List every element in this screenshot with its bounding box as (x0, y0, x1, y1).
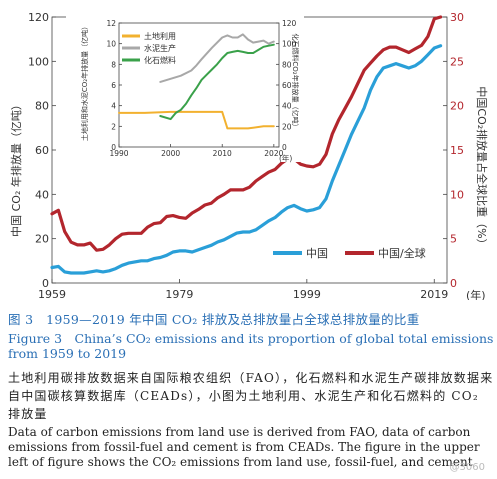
inset-x-tick-label: 1990 (109, 149, 128, 158)
left-axis-title: 中国 CO₂ 年排放量（亿吨） (9, 99, 23, 237)
left-tick-label: 100 (28, 55, 49, 68)
right-tick-label: 15 (450, 144, 464, 157)
inset-background (66, 12, 304, 162)
main-legend: 中国 中国/全球 (273, 246, 426, 260)
inset-right-tick-label: 20 (282, 122, 292, 131)
left-tick-label: 20 (35, 233, 49, 246)
figure-note-cn: 土地利用碳排放数据来自国际粮农组织（FAO），化石燃料和水泥生产碳排放数据来自中… (8, 371, 494, 421)
inset-right-tick-label: 40 (282, 102, 292, 111)
inset-left-tick-label: 0 (111, 143, 116, 152)
inset-series-line-2 (159, 43, 275, 121)
inset-legend-label-fossil: 化石燃料 (144, 55, 176, 65)
right-tick-label: 20 (450, 100, 464, 113)
series-line-0 (50, 44, 443, 275)
inset-series-group (118, 33, 275, 130)
right-axis-title: 中国CO₂排放量占全球比重（%） (475, 86, 489, 249)
left-tick-label: 80 (35, 100, 49, 113)
inset-left-tick-label: 4 (111, 102, 116, 111)
inset-x-tick-label: 2020 (264, 149, 283, 158)
inset-right-tick-label: 60 (282, 81, 292, 90)
legend-label-china: 中国 (306, 247, 328, 260)
inset-left-tick-label: 10 (106, 40, 116, 49)
x-tick-label: 2019 (420, 288, 448, 300)
inset-left-tick-label: 2 (111, 122, 116, 131)
inset-left-tick-label: 6 (111, 81, 116, 90)
x-tick-label: 1979 (165, 288, 193, 300)
inset-series-line-0 (118, 110, 275, 130)
inset-right-tick-label: 120 (282, 19, 297, 28)
inset-right-tick-label: 100 (282, 40, 297, 49)
main-series-group (50, 15, 443, 275)
inset-right-tick-label: 80 (282, 60, 292, 69)
inset-left-tick-label: 12 (106, 19, 116, 28)
figure-caption-cn: 图 3 1959—2019 年中国 CO₂ 排放及总排放量占全球总排放量的比重 (8, 312, 420, 327)
left-tick-label: 120 (28, 11, 49, 24)
inset-legend-label-land-use: 土地利用 (144, 31, 176, 41)
figure-caption-en: Figure 3 China’s CO₂ emissions and its p… (8, 331, 494, 361)
right-tick-label: 10 (450, 188, 464, 201)
watermark-text: @3060 (449, 462, 485, 473)
right-tick-label: 5 (450, 233, 457, 246)
inset-left-tick-label: 8 (111, 60, 116, 69)
left-tick-label: 40 (35, 188, 49, 201)
inset-x-tick-label: 2000 (161, 149, 180, 158)
inset-x-tick-label: 2010 (213, 149, 232, 158)
inset-x-axis-title: (年) (279, 153, 292, 163)
right-tick-label: 0 (450, 277, 457, 290)
left-tick-label: 60 (35, 144, 49, 157)
x-tick-label: 1999 (293, 288, 321, 300)
left-tick-label: 0 (42, 277, 49, 290)
figure-note-en: Data of carbon emissions from land use i… (8, 425, 480, 469)
inset-legend: 土地利用 水泥生产 化石燃料 (122, 31, 176, 65)
inset-legend-label-cement: 水泥生产 (144, 43, 176, 53)
inset-left-axis-title: 土地利用和水泥CO₂年排放量（亿吨） (80, 23, 89, 141)
x-axis-title: (年) (466, 288, 486, 300)
inset-right-tick-label: 0 (282, 143, 287, 152)
x-tick-label: 1959 (38, 288, 66, 300)
inset-series-line-1 (159, 33, 275, 83)
right-tick-label: 30 (450, 11, 464, 24)
legend-label-china-global: 中国/全球 (378, 246, 426, 260)
inset-right-axis-title: 化石燃料CO₂年排放量（亿吨） (291, 33, 300, 130)
series-line-1 (50, 15, 443, 252)
right-tick-label: 25 (450, 55, 464, 68)
